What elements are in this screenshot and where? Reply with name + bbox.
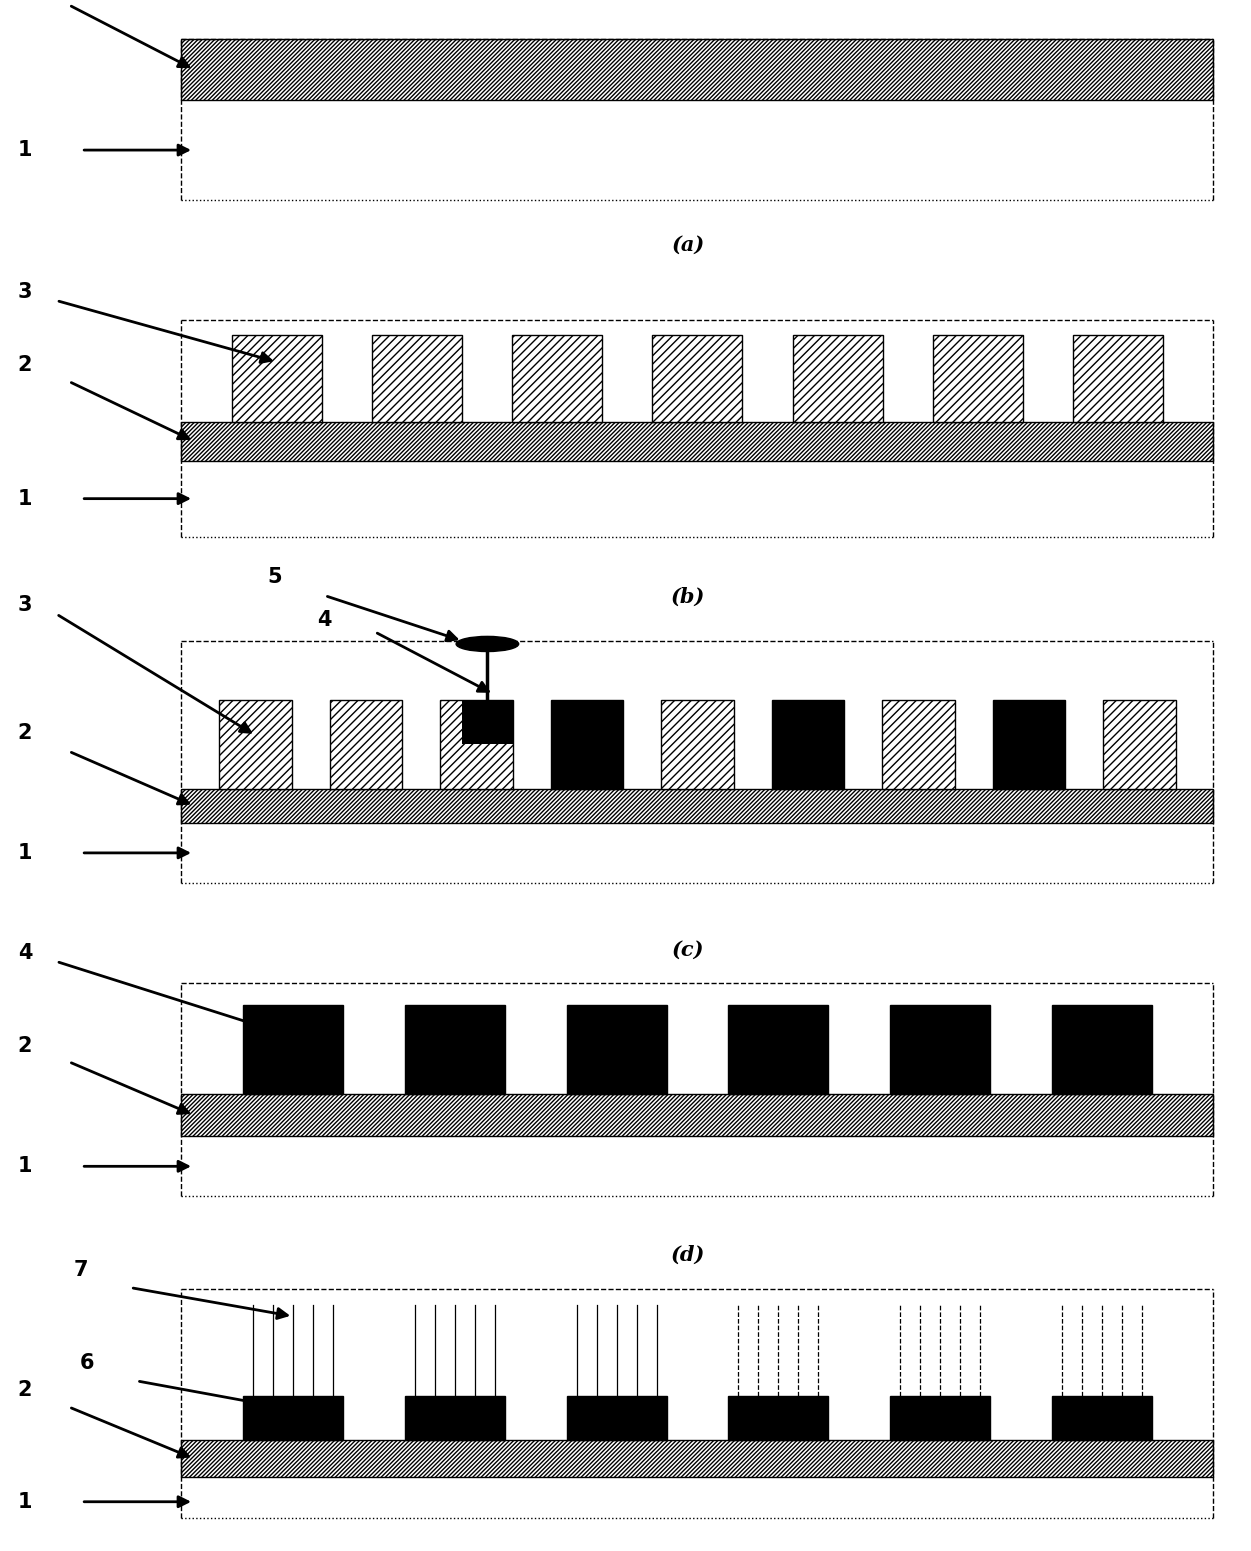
Bar: [181, 789, 1213, 822]
Text: 3: 3: [18, 282, 33, 302]
Bar: [219, 700, 291, 789]
Bar: [772, 700, 844, 789]
Text: 1: 1: [18, 842, 33, 862]
Bar: [181, 422, 1213, 461]
Bar: [372, 335, 462, 422]
Bar: [181, 1093, 1213, 1137]
Bar: [405, 1396, 505, 1441]
Bar: [992, 700, 1065, 789]
Bar: [181, 39, 1213, 101]
Text: 2: 2: [18, 1036, 33, 1056]
Text: (a): (a): [672, 234, 704, 254]
Bar: [889, 1396, 990, 1441]
Text: 1: 1: [18, 140, 33, 160]
Bar: [1052, 1396, 1152, 1441]
Bar: [462, 700, 513, 744]
Bar: [1052, 1005, 1152, 1093]
Text: 2: 2: [18, 355, 33, 375]
Text: (b): (b): [671, 586, 706, 606]
Bar: [550, 700, 623, 789]
Bar: [567, 1005, 667, 1093]
Bar: [728, 1005, 828, 1093]
Bar: [728, 1396, 828, 1441]
Text: (d): (d): [671, 1245, 706, 1266]
Bar: [243, 1396, 343, 1441]
Bar: [405, 1005, 505, 1093]
Bar: [243, 1005, 343, 1093]
Bar: [661, 700, 734, 789]
Bar: [793, 335, 883, 422]
Text: 2: 2: [18, 723, 33, 743]
Circle shape: [457, 636, 519, 651]
Bar: [181, 1441, 1213, 1477]
Bar: [231, 335, 322, 422]
Bar: [882, 700, 955, 789]
Bar: [1073, 335, 1163, 422]
Bar: [440, 700, 513, 789]
Text: 5: 5: [268, 568, 281, 588]
Text: 3: 3: [18, 596, 33, 614]
Text: 1: 1: [18, 489, 33, 509]
Text: 1: 1: [18, 1492, 33, 1512]
Bar: [512, 335, 602, 422]
Text: 2: 2: [18, 1380, 33, 1399]
Text: 1: 1: [18, 1157, 33, 1176]
Bar: [933, 335, 1023, 422]
Text: 7: 7: [73, 1259, 88, 1280]
Bar: [330, 700, 403, 789]
Text: 4: 4: [318, 610, 332, 630]
Text: (c): (c): [672, 940, 704, 960]
Bar: [1103, 700, 1176, 789]
Text: 2: 2: [18, 0, 33, 3]
Text: 6: 6: [79, 1354, 94, 1374]
Bar: [567, 1396, 667, 1441]
Bar: [653, 335, 742, 422]
Bar: [889, 1005, 990, 1093]
Text: 4: 4: [18, 943, 33, 963]
